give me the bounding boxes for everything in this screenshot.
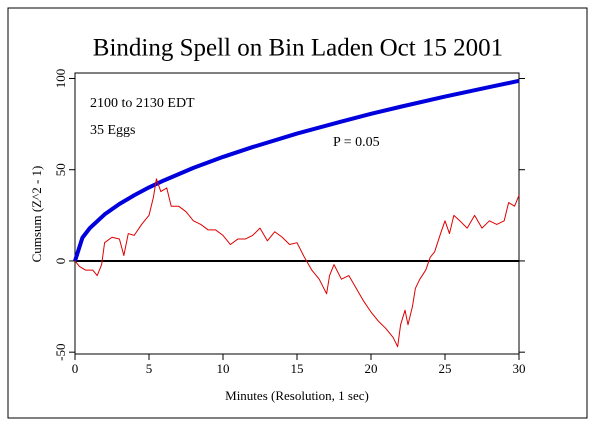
annotation: 35 Eggs bbox=[90, 123, 136, 138]
x-tick-label: 30 bbox=[513, 361, 526, 376]
x-tick-label: 0 bbox=[72, 361, 79, 376]
y-tick-label: -50 bbox=[53, 344, 68, 361]
y-axis-label: Cumsum (Z^2 - 1) bbox=[29, 166, 44, 263]
chart-title: Binding Spell on Bin Laden Oct 15 2001 bbox=[93, 35, 503, 62]
annotation: P = 0.05 bbox=[333, 135, 380, 150]
x-tick-label: 25 bbox=[439, 361, 452, 376]
y-tick-label: 0 bbox=[53, 258, 68, 265]
x-axis-label: Minutes (Resolution, 1 sec) bbox=[225, 388, 369, 403]
plot-area bbox=[74, 72, 520, 355]
x-tick-label: 10 bbox=[217, 361, 230, 376]
series-line bbox=[73, 78, 520, 262]
x-tick-label: 5 bbox=[146, 361, 153, 376]
frame bbox=[7, 7, 588, 419]
series-line bbox=[74, 178, 520, 348]
y-tick-label: 100 bbox=[53, 69, 68, 89]
annotation: 2100 to 2130 EDT bbox=[90, 96, 195, 111]
y-tick-label: 50 bbox=[53, 163, 68, 176]
x-tick-label: 15 bbox=[291, 361, 304, 376]
x-tick-label: 20 bbox=[365, 361, 378, 376]
